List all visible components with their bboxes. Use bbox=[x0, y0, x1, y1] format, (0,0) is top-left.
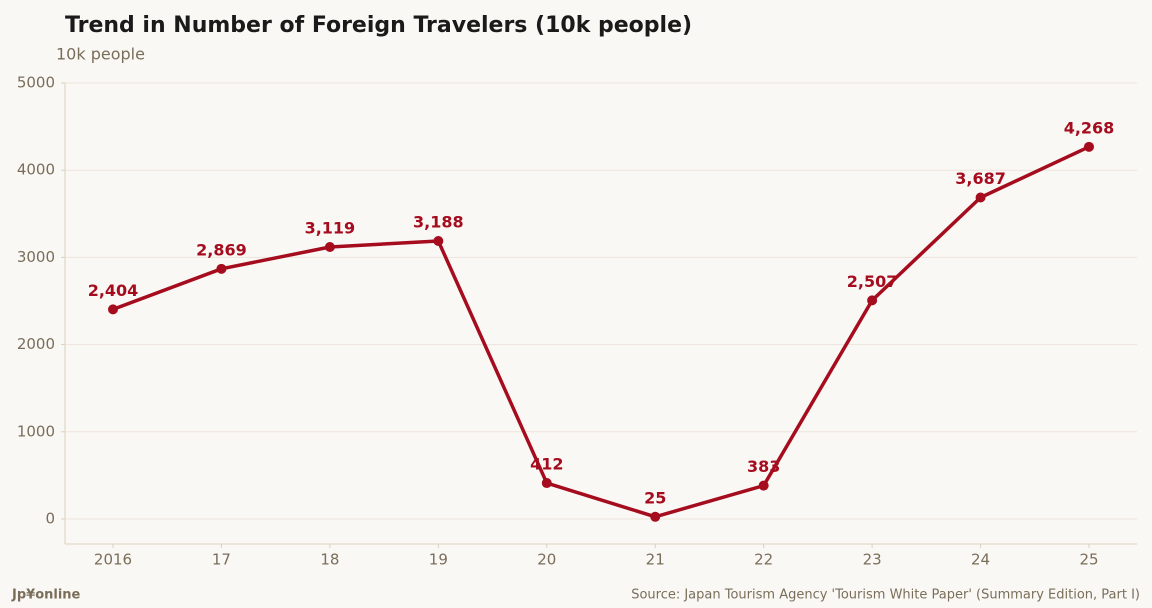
x-tick-label: 18 bbox=[320, 551, 339, 569]
point bbox=[433, 235, 444, 246]
y-tick-label: 4000 bbox=[17, 161, 55, 179]
point bbox=[541, 478, 552, 489]
point bbox=[975, 192, 986, 203]
value-label: 4,268 bbox=[1064, 118, 1115, 137]
y-tick-label: 1000 bbox=[17, 422, 55, 440]
value-label: 2,507 bbox=[847, 272, 898, 291]
y-tick-label: 3000 bbox=[17, 248, 55, 266]
y-axis-unit: 10k people bbox=[56, 45, 145, 64]
point bbox=[867, 295, 878, 306]
source-note: Source: Japan Tourism Agency 'Tourism Wh… bbox=[631, 588, 1140, 603]
x-tick-label: 19 bbox=[429, 551, 448, 569]
point bbox=[758, 480, 769, 491]
point bbox=[650, 511, 661, 522]
point bbox=[324, 242, 335, 253]
line bbox=[112, 145, 1090, 519]
value-label: 412 bbox=[530, 455, 563, 474]
point bbox=[1084, 141, 1094, 152]
brand: Jp¥online bbox=[11, 588, 81, 603]
value-label: 2,404 bbox=[88, 281, 139, 300]
value-label: 2,869 bbox=[196, 240, 247, 259]
y-tick-label: 2000 bbox=[17, 335, 55, 353]
value-label: 25 bbox=[644, 488, 666, 507]
value-label: 3,119 bbox=[305, 219, 356, 238]
x-tick-label: 2016 bbox=[94, 551, 132, 569]
x-tick-label: 21 bbox=[646, 551, 665, 569]
y-tick-label: 5000 bbox=[17, 74, 55, 92]
value-label: 3,687 bbox=[955, 169, 1006, 188]
x-tick-label: 22 bbox=[754, 551, 773, 569]
x-tick-label: 20 bbox=[537, 551, 556, 569]
value-label: 383 bbox=[747, 457, 780, 476]
chart-title: Trend in Number of Foreign Travelers (10… bbox=[65, 13, 692, 38]
point bbox=[216, 263, 227, 274]
point bbox=[108, 304, 118, 315]
x-tick-label: 23 bbox=[863, 551, 882, 569]
x-tick-label: 25 bbox=[1079, 551, 1098, 569]
x-tick-label: 17 bbox=[212, 551, 231, 569]
x-tick-label: 24 bbox=[971, 551, 990, 569]
value-label: 3,188 bbox=[413, 212, 464, 231]
y-tick-label: 0 bbox=[45, 509, 55, 527]
